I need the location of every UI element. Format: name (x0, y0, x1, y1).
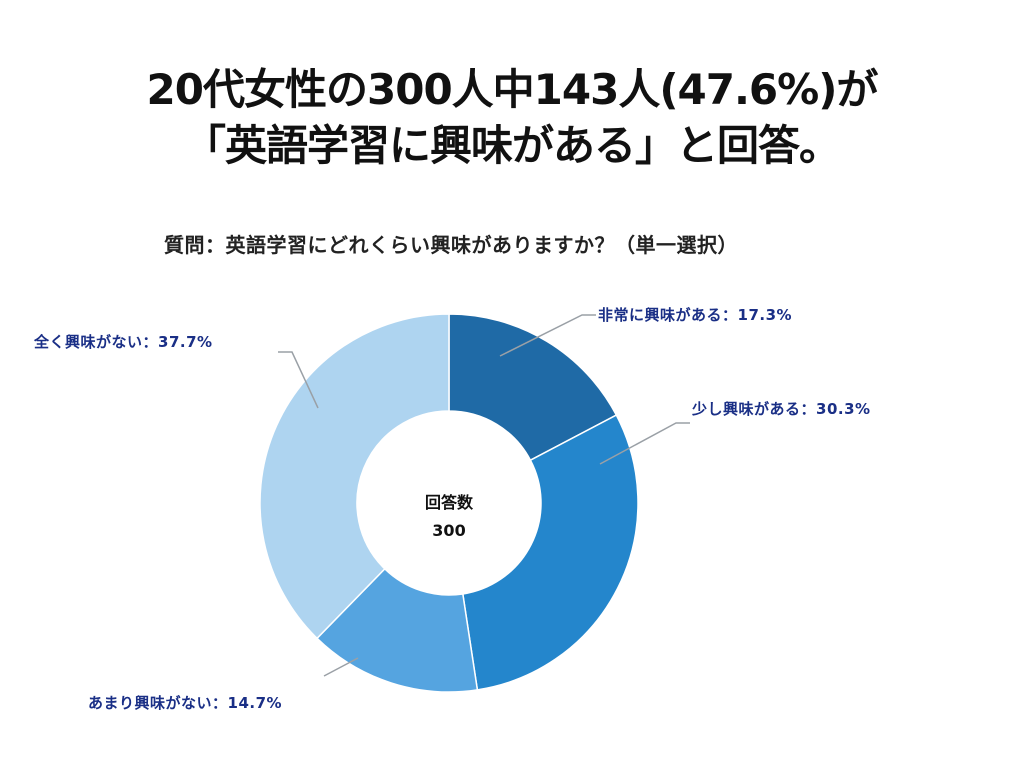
headline-line-2: 「英語学習に興味がある」と回答。 (183, 121, 841, 170)
center-label: 回答数 (425, 493, 474, 512)
slice-2 (461, 414, 639, 691)
slice-4 (259, 313, 450, 640)
headline-line-1: 20代女性の300人中143人(47.6%)が (146, 65, 879, 114)
leader-line-4 (278, 351, 319, 409)
leader-line-2 (599, 422, 690, 465)
center-value: 300 (432, 521, 465, 540)
slice-3 (315, 567, 479, 693)
chart-title: 質問：英語学習にどれくらい興味がありますか？（単一選択） (164, 233, 738, 257)
slice-label-4: 全く興味がない：37.7% (33, 333, 213, 351)
leader-line-3 (323, 657, 359, 677)
slice-label-1: 非常に興味がある：17.3% (598, 306, 792, 324)
leader-line-1 (499, 314, 596, 357)
slice-1 (448, 313, 618, 462)
slice-label-3: あまり興味がない：14.7% (88, 694, 282, 712)
slice-label-2: 少し興味がある：30.3% (691, 400, 871, 418)
headline: 20代女性の300人中143人(47.6%)が 「英語学習に興味がある」と回答。 (0, 62, 1024, 174)
